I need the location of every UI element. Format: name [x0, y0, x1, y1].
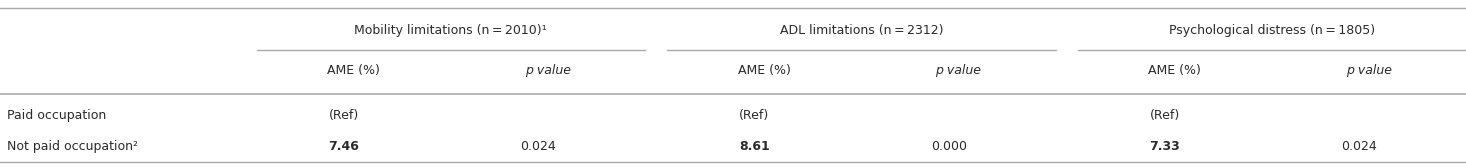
Text: Mobility limitations (n = 2010)¹: Mobility limitations (n = 2010)¹ [355, 24, 547, 37]
Text: 0.024: 0.024 [520, 140, 556, 153]
Text: p value: p value [935, 64, 981, 77]
Text: Psychological distress (n = 1805): Psychological distress (n = 1805) [1168, 24, 1375, 37]
Text: AME (%): AME (%) [327, 64, 380, 77]
Text: (Ref): (Ref) [1149, 109, 1180, 122]
Text: AME (%): AME (%) [737, 64, 790, 77]
Text: AME (%): AME (%) [1148, 64, 1201, 77]
Text: 8.61: 8.61 [739, 140, 770, 153]
Text: (Ref): (Ref) [328, 109, 359, 122]
Text: Paid occupation: Paid occupation [7, 109, 107, 122]
Text: 7.33: 7.33 [1149, 140, 1180, 153]
Text: (Ref): (Ref) [739, 109, 770, 122]
Text: 7.46: 7.46 [328, 140, 359, 153]
Text: Not paid occupation²: Not paid occupation² [7, 140, 138, 153]
Text: p value: p value [525, 64, 570, 77]
Text: 0.024: 0.024 [1341, 140, 1377, 153]
Text: 0.000: 0.000 [931, 140, 966, 153]
Text: p value: p value [1346, 64, 1391, 77]
Text: ADL limitations (n = 2312): ADL limitations (n = 2312) [780, 24, 943, 37]
